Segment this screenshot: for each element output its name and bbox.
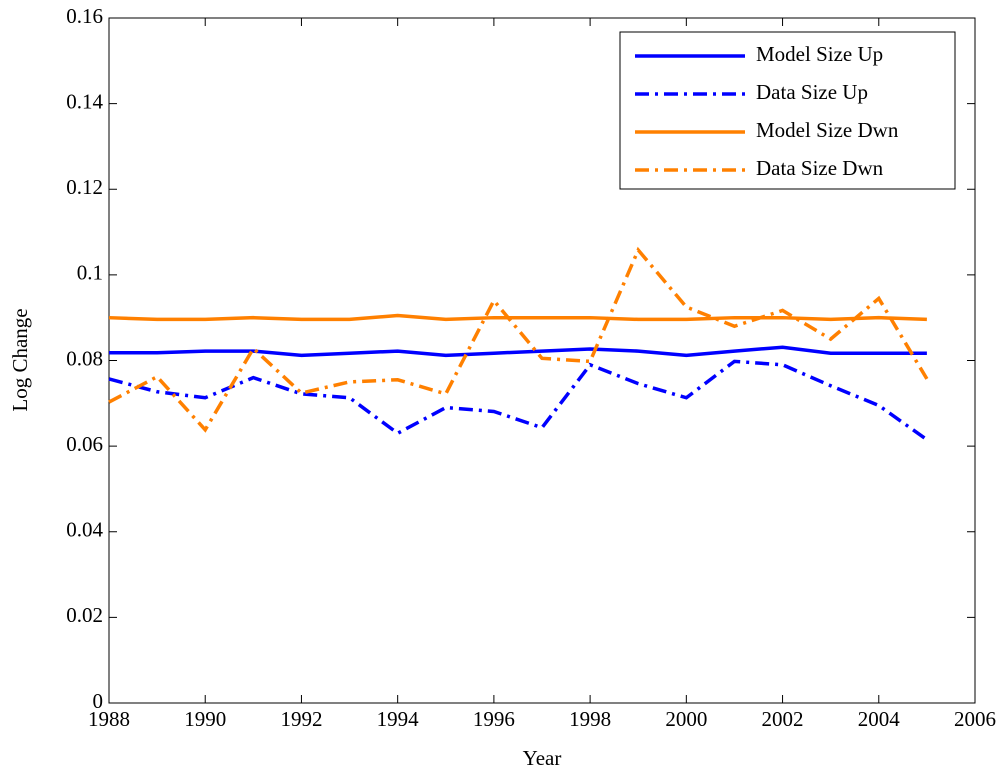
x-tick-label: 1988 — [88, 707, 130, 731]
legend-label: Data Size Dwn — [756, 156, 884, 180]
x-tick-label: 2002 — [762, 707, 804, 731]
y-axis-label: Log Change — [8, 308, 32, 411]
y-tick-label: 0.04 — [66, 518, 103, 542]
y-tick-label: 0 — [93, 689, 104, 713]
line-series — [108, 246, 929, 433]
y-tick-label: 0.02 — [66, 603, 103, 627]
x-tick-label: 1996 — [473, 707, 515, 731]
line-series — [109, 345, 927, 358]
y-tick-label: 0.06 — [66, 432, 103, 456]
line-series — [108, 313, 927, 322]
legend-box — [619, 31, 956, 190]
x-tick-label: 1998 — [569, 707, 611, 731]
x-axis-label: Year — [523, 746, 562, 770]
legend-label: Model Size Up — [756, 42, 883, 66]
x-tick-label: 1990 — [184, 707, 226, 731]
x-tick-label: 1994 — [377, 707, 420, 731]
y-tick-label: 0.12 — [66, 175, 103, 199]
y-tick-label: 0.1 — [77, 261, 103, 285]
legend-label: Model Size Dwn — [756, 118, 899, 142]
legend-label: Data Size Up — [756, 80, 868, 104]
y-tick-label: 0.08 — [66, 346, 103, 370]
line-series — [108, 359, 928, 442]
x-tick-label: 2004 — [858, 707, 901, 731]
y-tick-label: 0.16 — [66, 4, 103, 28]
x-tick-label: 2000 — [665, 707, 707, 731]
x-tick-label: 2006 — [954, 707, 996, 731]
x-tick-label: 1992 — [280, 707, 322, 731]
y-tick-label: 0.14 — [66, 89, 103, 113]
